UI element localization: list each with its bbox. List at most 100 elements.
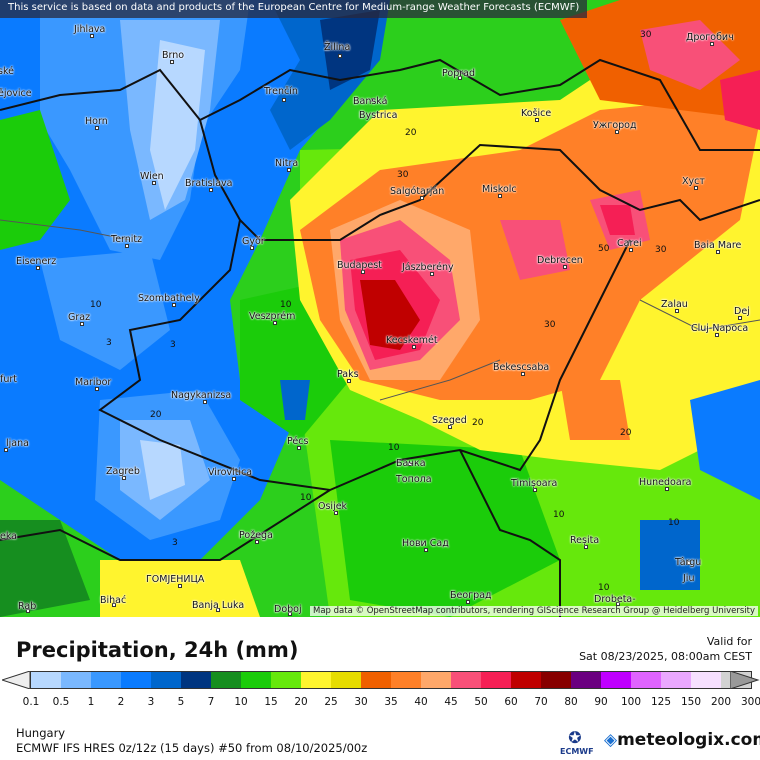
city-marker xyxy=(675,309,679,313)
colorbar-cell xyxy=(661,672,691,688)
contour-label: 10 xyxy=(598,583,610,593)
city-label: Debrecen xyxy=(537,255,583,266)
city-label: Hunedoara xyxy=(639,477,692,488)
city-marker xyxy=(710,42,714,46)
meteologix-icon: ◈ xyxy=(604,730,618,750)
colorbar xyxy=(30,671,752,689)
contour-label: 10 xyxy=(553,510,565,520)
contour-label: 3 xyxy=(172,538,178,548)
colorbar-cell xyxy=(601,672,631,688)
city-label: Budapest xyxy=(337,260,382,271)
city-label: Timișoara xyxy=(511,478,558,489)
city-label: Košice xyxy=(521,108,552,119)
contour-label: 10 xyxy=(280,300,292,310)
contour-label: 20 xyxy=(150,410,162,420)
city-marker xyxy=(152,181,156,185)
valid-for-label: Valid for xyxy=(706,635,752,648)
contour-label: 30 xyxy=(544,320,556,330)
city-marker xyxy=(408,462,412,466)
precipitation-map[interactable]: This service is based on data and produc… xyxy=(0,0,760,617)
city-label: Nitra xyxy=(275,158,299,169)
colorbar-tick-label: 45 xyxy=(444,696,458,708)
city-label: Rab xyxy=(18,601,37,612)
city-marker xyxy=(715,333,719,337)
city-label: Kecskemét xyxy=(386,335,438,346)
city-marker xyxy=(250,246,254,250)
city-label: Bekescsaba xyxy=(493,362,550,373)
colorbar-cell xyxy=(481,672,511,688)
colorbar-cell xyxy=(31,672,61,688)
city-label: Cluj-Napoca xyxy=(691,323,749,334)
city-marker xyxy=(521,372,525,376)
city-label: eka xyxy=(0,531,18,542)
meteologix-logo[interactable]: ◈meteologix.com xyxy=(604,730,760,750)
city-marker xyxy=(412,345,416,349)
city-label: ské xyxy=(0,66,14,77)
contour-label: 30 xyxy=(640,30,652,40)
city-label: ljana xyxy=(6,438,29,449)
city-marker xyxy=(347,379,351,383)
city-marker xyxy=(232,477,236,481)
city-label: Osijek xyxy=(318,501,348,512)
city-label: Drobeta- xyxy=(594,594,636,605)
city-label: ějovice xyxy=(0,88,32,99)
colorbar-tick-label: 2 xyxy=(117,696,125,708)
city-marker xyxy=(458,76,462,80)
colorbar-cell xyxy=(241,672,271,688)
city-marker xyxy=(738,316,742,320)
city-marker xyxy=(172,303,176,307)
city-marker xyxy=(533,488,537,492)
colorbar-tick-label: 1 xyxy=(87,696,95,708)
city-marker xyxy=(95,387,99,391)
colorbar-tick-label: 25 xyxy=(324,696,338,708)
colorbar-tick-label: 300 xyxy=(740,696,760,708)
city-label: Ternitz xyxy=(111,234,143,245)
city-marker xyxy=(563,265,567,269)
city-label: Хуст xyxy=(682,176,705,187)
map-attribution[interactable]: Map data © OpenStreetMap contributors, r… xyxy=(310,606,758,616)
city-marker xyxy=(209,188,213,192)
colorbar-cell xyxy=(151,672,181,688)
city-marker xyxy=(584,545,588,549)
city-marker xyxy=(170,60,174,64)
colorbar-tick-label: 125 xyxy=(650,696,672,708)
city-marker xyxy=(203,400,207,404)
city-label: Wien xyxy=(140,171,164,182)
colorbar-cell xyxy=(421,672,451,688)
city-marker xyxy=(273,321,277,325)
colorbar-tick-label: 0.5 xyxy=(52,696,70,708)
contour-label: 10 xyxy=(300,493,312,503)
colorbar-tick-label: 150 xyxy=(680,696,702,708)
city-marker xyxy=(282,98,286,102)
model-run-info: ECMWF IFS HRES 0z/12z (15 days) #50 from… xyxy=(16,741,368,755)
city-label: Bratislava xyxy=(185,178,233,189)
ecmwf-logo-text: ECMWF xyxy=(560,747,594,756)
city-label: Paks xyxy=(337,369,359,380)
meteologix-brand-text: meteologix.com xyxy=(617,730,760,750)
city-label: Jihlava xyxy=(74,24,106,35)
city-label: Trenčín xyxy=(264,86,298,97)
city-label: Žilina xyxy=(324,42,351,53)
colorbar-tick-label: 35 xyxy=(384,696,398,708)
city-marker xyxy=(694,186,698,190)
colorbar-cell xyxy=(541,672,571,688)
colorbar-tick-label: 90 xyxy=(594,696,608,708)
colorbar-cell xyxy=(211,672,241,688)
city-marker xyxy=(178,584,182,588)
city-marker xyxy=(430,272,434,276)
city-marker xyxy=(297,446,301,450)
city-label: Нови Сад xyxy=(402,538,449,549)
city-marker xyxy=(466,600,470,604)
city-marker xyxy=(80,322,84,326)
ecmwf-logo: ✪ ECMWF xyxy=(560,728,594,756)
city-label: Београд xyxy=(450,590,492,601)
city-marker xyxy=(361,270,365,274)
colorbar-tick-label: 70 xyxy=(534,696,548,708)
city-label: Eisenerz xyxy=(16,256,57,267)
colorbar-cell xyxy=(301,672,331,688)
city-label: Virovitica xyxy=(208,467,253,478)
colorbar-cell xyxy=(391,672,421,688)
valid-time: Sat 08/23/2025, 08:00am CEST xyxy=(579,650,752,663)
map-title: Precipitation, 24h (mm) xyxy=(16,638,299,662)
colorbar-cell xyxy=(511,672,541,688)
